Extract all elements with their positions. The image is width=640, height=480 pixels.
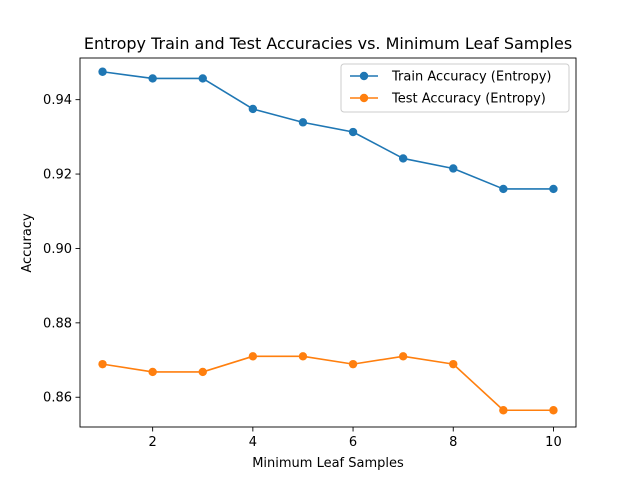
plot-area — [98, 67, 558, 415]
data-point-series-1 — [449, 164, 458, 173]
series-line-2 — [102, 355, 554, 412]
data-point-series-2 — [298, 352, 308, 361]
y-axis-label: Accuracy — [20, 213, 35, 273]
legend: Train Accuracy (Entropy) Test Accuracy (E… — [340, 63, 570, 113]
data-point-series-1 — [148, 74, 157, 83]
x-tick-label: 10 — [545, 435, 562, 450]
data-point-series-2 — [499, 406, 508, 415]
x-tick-label: 8 — [449, 435, 457, 450]
series-line-1 — [102, 70, 554, 190]
y-tick-label: 0.90 — [43, 242, 72, 257]
data-point-series-1 — [98, 67, 107, 76]
data-point-series-1 — [398, 154, 408, 163]
legend-label: Train Accuracy (Entropy) — [391, 70, 551, 85]
data-point-series-1 — [549, 184, 558, 194]
legend-swatch-marker — [359, 93, 369, 103]
y-tick-label: 0.94 — [43, 93, 72, 108]
data-point-series-1 — [298, 118, 308, 127]
data-point-series-2 — [198, 367, 207, 377]
x-tick-label: 6 — [349, 435, 357, 450]
data-point-series-2 — [398, 352, 408, 361]
y-tick-label: 0.88 — [43, 316, 72, 331]
legend-box — [340, 63, 570, 113]
data-point-series-1 — [198, 74, 207, 83]
data-point-series-2 — [449, 359, 458, 369]
axes-frame — [79, 57, 577, 428]
data-point-series-2 — [98, 359, 107, 369]
x-tick-label: 2 — [149, 435, 157, 450]
data-point-series-2 — [148, 367, 157, 377]
y-tick-label: 0.86 — [43, 391, 72, 406]
legend-swatch-marker — [359, 71, 369, 81]
data-point-series-2 — [248, 352, 258, 361]
x-axis-label: Minimum Leaf Samples — [252, 456, 404, 471]
legend-label: Test Accuracy (Entropy) — [391, 92, 546, 107]
chart-title: Entropy Train and Test Accuracies vs. Mi… — [84, 34, 572, 53]
x-tick-label: 4 — [249, 435, 257, 450]
data-point-series-2 — [348, 359, 358, 369]
y-tick-label: 0.92 — [43, 168, 72, 183]
data-point-series-1 — [499, 184, 508, 194]
axes: 2 4 6 8 10 0.86 0.88 0.90 0.92 0.94 — [43, 57, 577, 450]
data-point-series-1 — [348, 127, 358, 137]
data-point-series-1 — [248, 104, 258, 114]
data-point-series-2 — [549, 406, 558, 415]
